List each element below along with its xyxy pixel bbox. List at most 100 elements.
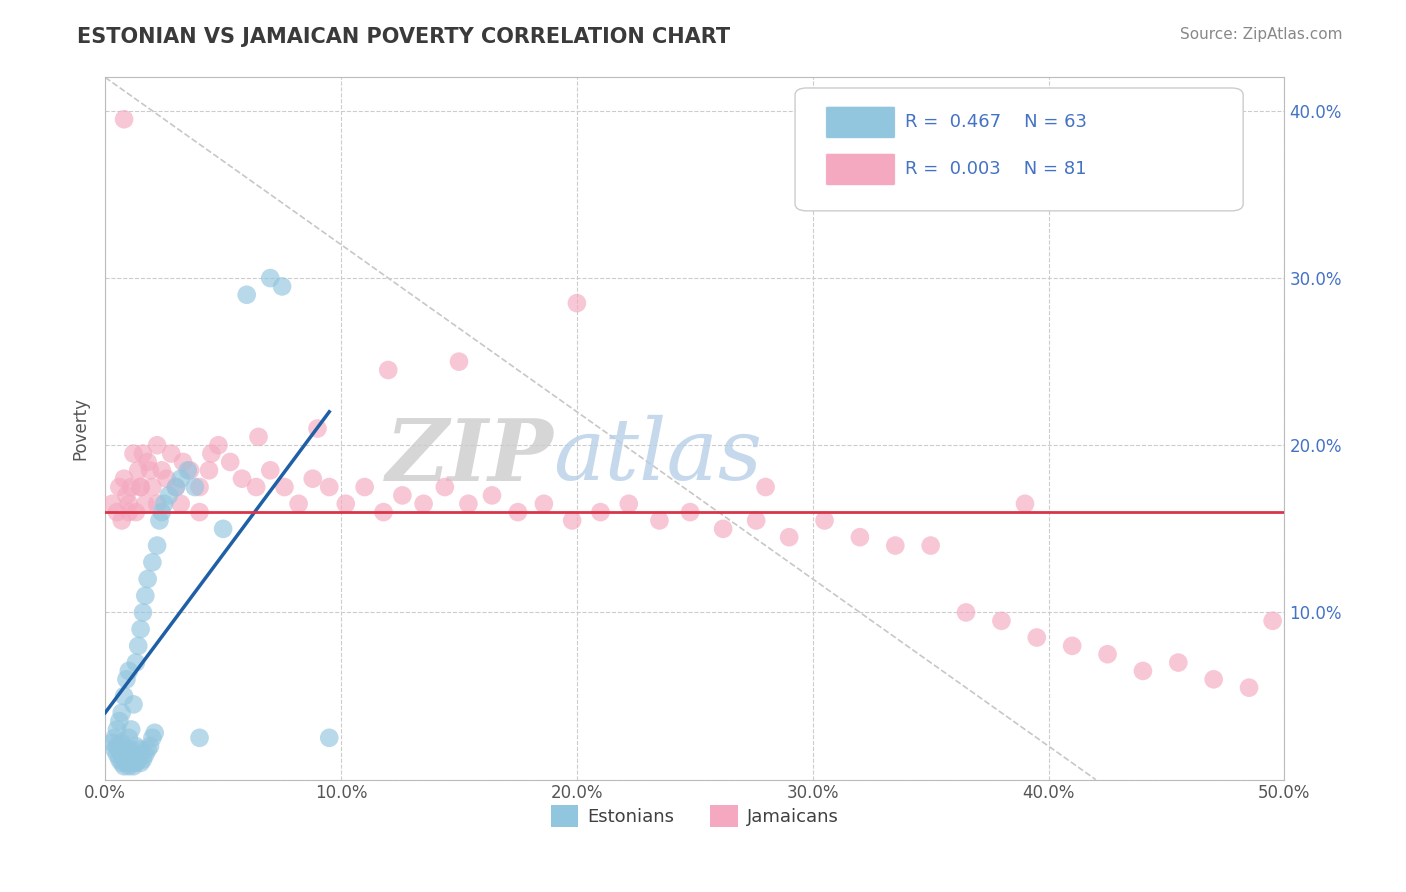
Point (207, 438, 229, 452)
Point (127, 753, 149, 767)
Point (118, 505, 141, 519)
Point (112, 759, 135, 773)
Point (146, 497, 169, 511)
Point (115, 488, 138, 502)
Point (139, 739, 162, 754)
Point (391, 488, 413, 502)
Point (755, 480, 778, 494)
Point (146, 539, 169, 553)
Point (200, 447, 222, 461)
Point (259, 463, 281, 477)
Point (1014, 497, 1036, 511)
Point (179, 463, 201, 477)
Point (120, 742, 142, 756)
Point (150, 463, 173, 477)
Point (153, 497, 176, 511)
Point (104, 742, 127, 756)
Point (377, 363, 399, 377)
Point (132, 606, 155, 620)
Point (589, 505, 612, 519)
Y-axis label: Poverty: Poverty (72, 397, 89, 460)
FancyBboxPatch shape (825, 106, 896, 138)
Point (990, 614, 1012, 628)
Point (139, 463, 162, 477)
Point (170, 497, 193, 511)
Point (273, 480, 295, 494)
Point (1062, 639, 1084, 653)
Point (679, 505, 702, 519)
Legend: Estonians, Jamaicans: Estonians, Jamaicans (544, 797, 845, 834)
Point (115, 742, 138, 756)
Point (122, 698, 145, 712)
Point (245, 480, 267, 494)
Point (447, 354, 470, 368)
Point (1097, 647, 1119, 661)
Point (115, 756, 138, 770)
Point (105, 723, 128, 737)
Point (111, 756, 134, 770)
Point (160, 447, 183, 461)
Point (301, 472, 323, 486)
Point (132, 447, 155, 461)
Point (198, 463, 221, 477)
Point (108, 753, 131, 767)
Text: Source: ZipAtlas.com: Source: ZipAtlas.com (1180, 27, 1343, 42)
Point (533, 497, 555, 511)
Point (127, 639, 149, 653)
Point (155, 472, 177, 486)
Point (112, 689, 135, 703)
Point (150, 505, 173, 519)
Point (134, 497, 156, 511)
Point (104, 731, 127, 745)
Point (165, 480, 187, 494)
Point (259, 271, 281, 285)
Point (617, 497, 640, 511)
Point (101, 736, 124, 750)
Point (136, 742, 159, 756)
Point (506, 505, 529, 519)
Point (353, 480, 375, 494)
Text: ESTONIAN VS JAMAICAN POVERTY CORRELATION CHART: ESTONIAN VS JAMAICAN POVERTY CORRELATION… (77, 27, 731, 46)
Point (101, 497, 124, 511)
Point (172, 455, 194, 469)
Point (307, 421, 329, 435)
Point (481, 488, 503, 502)
Point (219, 455, 242, 469)
Point (129, 480, 152, 494)
Point (561, 513, 583, 527)
Point (105, 505, 128, 519)
Point (111, 747, 134, 762)
Point (120, 723, 142, 737)
Point (108, 480, 131, 494)
Point (849, 530, 872, 544)
Point (235, 287, 257, 301)
Point (112, 739, 135, 754)
Point (108, 714, 131, 728)
Text: ZIP: ZIP (385, 415, 554, 499)
Point (118, 731, 141, 745)
Text: atlas: atlas (554, 416, 762, 498)
Point (157, 488, 180, 502)
Point (271, 279, 294, 293)
Point (1167, 656, 1189, 670)
Point (134, 589, 156, 603)
Point (1202, 673, 1225, 687)
FancyBboxPatch shape (794, 88, 1243, 211)
Point (287, 497, 309, 511)
Point (105, 739, 128, 754)
Point (188, 731, 211, 745)
Point (105, 747, 128, 762)
Point (112, 472, 135, 486)
Point (111, 736, 134, 750)
Point (318, 731, 340, 745)
Point (120, 756, 142, 770)
Point (136, 572, 159, 586)
Point (129, 480, 152, 494)
Point (125, 505, 148, 519)
Point (1132, 664, 1154, 678)
Point (711, 522, 734, 536)
Point (1261, 614, 1284, 628)
Point (118, 664, 141, 678)
Text: R =  0.467    N = 63: R = 0.467 N = 63 (904, 112, 1087, 130)
Point (129, 756, 152, 770)
